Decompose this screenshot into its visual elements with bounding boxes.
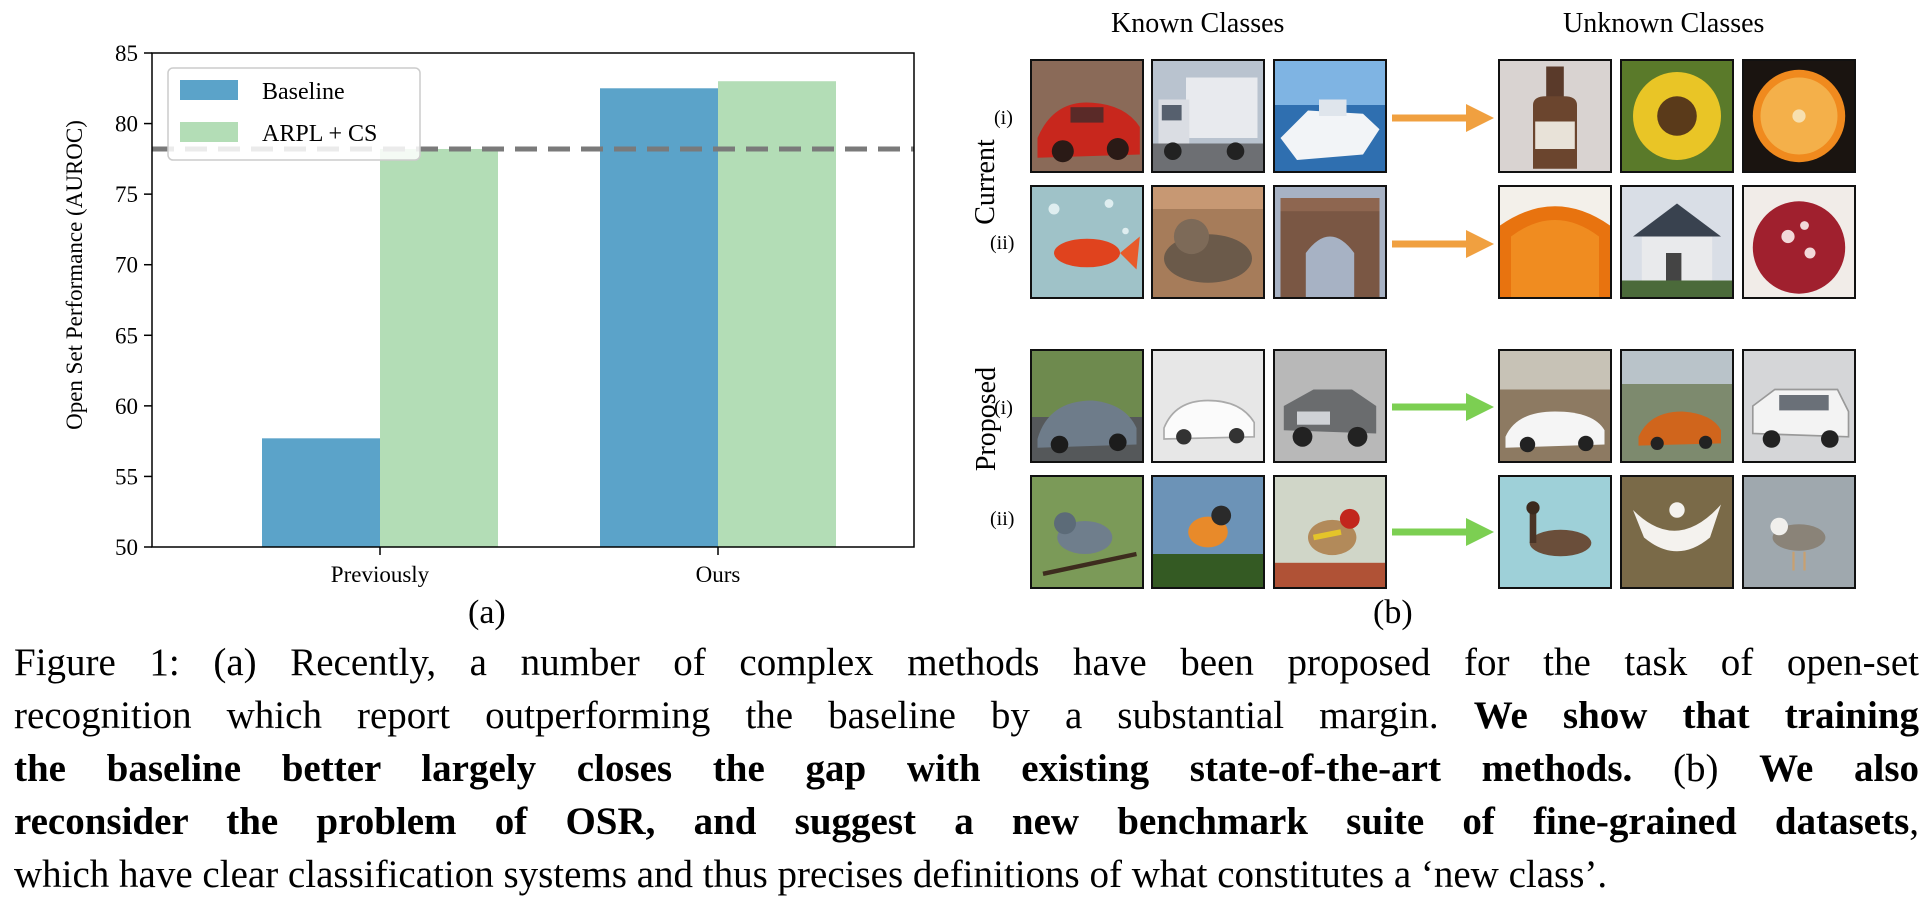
thumb-goldfish — [1030, 185, 1144, 299]
legend-swatch-0 — [180, 80, 238, 100]
bar-arpl-cs-ours — [718, 81, 836, 547]
bar-baseline-previously — [262, 438, 380, 547]
thumb-pickup — [1273, 349, 1387, 463]
thumb-cougar — [1151, 185, 1265, 299]
x-tick-label-previously: Previously — [331, 562, 430, 587]
y-tick-label-75: 75 — [115, 182, 138, 207]
caption-line-2: recognition which report outperforming t… — [14, 694, 1919, 737]
thumb-goldfinch — [1273, 475, 1387, 589]
thumb-white-sportscar — [1498, 349, 1612, 463]
thumb-gull — [1742, 475, 1856, 589]
unknown-classes-header: Unknown Classes — [1563, 8, 1765, 39]
x-tick-label-ours: Ours — [696, 562, 741, 587]
row-label-current-ii: (ii) — [990, 232, 1015, 254]
caption-line-5: which have clear classification systems … — [14, 853, 1608, 896]
panel-b-label: (b) — [1373, 594, 1413, 631]
y-tick-label-60: 60 — [115, 394, 138, 419]
y-axis-label: Open Set Performance (AUROC) — [62, 120, 87, 430]
y-tick-label-70: 70 — [115, 253, 138, 278]
y-tick-label-80: 80 — [115, 112, 138, 137]
thumb-pomegranate — [1742, 185, 1856, 299]
thumb-arch — [1273, 185, 1387, 299]
plot-frame — [151, 52, 915, 548]
row-label-proposed-i: (i) — [994, 397, 1013, 419]
thumb-white-sedan — [1151, 349, 1265, 463]
caption-line-3: the baseline better largely closes the g… — [14, 747, 1920, 790]
legend-label-0: Baseline — [262, 79, 345, 105]
row-label-proposed-ii: (ii) — [990, 508, 1015, 530]
known-classes-header: Known Classes — [1111, 8, 1285, 39]
row-label-current-i: (i) — [994, 107, 1013, 129]
thumb-bmw-car — [1030, 349, 1144, 463]
thumb-bottle — [1498, 59, 1612, 173]
thumb-orange-bird — [1151, 475, 1265, 589]
arrow-current-i — [1392, 104, 1494, 132]
panel-a-label: (a) — [468, 594, 506, 631]
bar-arpl-cs-previously — [380, 148, 498, 547]
figure-caption: Figure 1: (a) Recently, a number of comp… — [14, 636, 1919, 901]
auroc-bar-chart: Previously Ours 50 55 60 65 70 75 80 85 Baseline AR… — [62, 41, 915, 587]
thumb-orange — [1742, 59, 1856, 173]
legend-label-1: ARPL + CS — [262, 121, 377, 147]
y-tick-label-85: 85 — [115, 41, 138, 66]
legend-swatch-1 — [180, 122, 238, 142]
thumb-red-car — [1030, 59, 1144, 173]
group-label-current: Current — [970, 139, 1001, 225]
thumb-boat — [1273, 59, 1387, 173]
y-tick-label-50: 50 — [115, 535, 138, 560]
thumb-grebe — [1498, 475, 1612, 589]
caption-line-1: Figure 1: (a) Recently, a number of comp… — [14, 641, 1919, 684]
thumb-orange-slice — [1498, 185, 1612, 299]
thumb-grey-bird — [1030, 475, 1144, 589]
thumb-pelican — [1620, 475, 1734, 589]
y-tick-label-55: 55 — [115, 464, 138, 489]
thumb-orange-sportscar — [1620, 349, 1734, 463]
caption-line-4: reconsider the problem of OSR, and sugge… — [14, 800, 1919, 843]
thumb-truck — [1151, 59, 1265, 173]
thumb-house — [1620, 185, 1734, 299]
arrow-proposed-ii — [1392, 518, 1494, 546]
thumb-white-suv — [1742, 349, 1856, 463]
arrow-proposed-i — [1392, 393, 1494, 421]
thumb-sunflower — [1620, 59, 1734, 173]
y-tick-label-65: 65 — [115, 323, 138, 348]
arrow-current-ii — [1392, 230, 1494, 258]
bar-baseline-ours — [600, 88, 718, 548]
